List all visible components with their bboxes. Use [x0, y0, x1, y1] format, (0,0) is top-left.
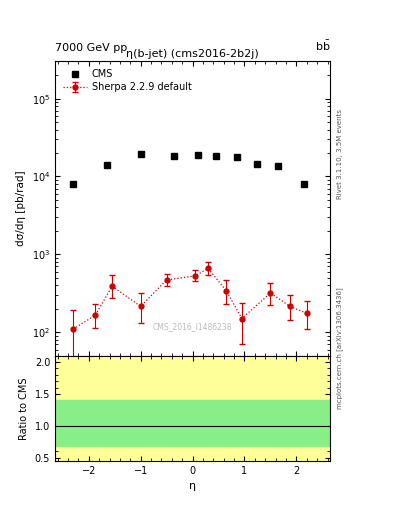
CMS — [234, 154, 239, 160]
CMS — [276, 163, 281, 169]
CMS — [195, 152, 200, 158]
Bar — [55, 356, 330, 461]
Bar — [55, 400, 330, 446]
CMS — [138, 151, 143, 157]
CMS — [255, 161, 260, 167]
Text: 7000 GeV pp: 7000 GeV pp — [55, 43, 127, 53]
Y-axis label: Ratio to CMS: Ratio to CMS — [19, 377, 29, 439]
X-axis label: η: η — [189, 481, 196, 491]
CMS — [213, 153, 218, 159]
CMS — [105, 162, 109, 168]
CMS — [71, 181, 75, 187]
Line: CMS: CMS — [70, 151, 308, 187]
Text: b$\bar{\rm b}$: b$\bar{\rm b}$ — [315, 39, 330, 53]
Legend: CMS, Sherpa 2.2.9 default: CMS, Sherpa 2.2.9 default — [60, 66, 195, 95]
Text: mcplots.cern.ch [arXiv:1306.3436]: mcplots.cern.ch [arXiv:1306.3436] — [336, 287, 343, 409]
Text: CMS_2016_I1486238: CMS_2016_I1486238 — [153, 322, 232, 331]
CMS — [172, 153, 177, 159]
Title: η(b-jet) (cms2016-2b2j): η(b-jet) (cms2016-2b2j) — [126, 49, 259, 59]
Y-axis label: dσ/dη [pb/rad]: dσ/dη [pb/rad] — [16, 171, 26, 246]
CMS — [302, 181, 307, 187]
Text: Rivet 3.1.10, 3.5M events: Rivet 3.1.10, 3.5M events — [337, 109, 343, 199]
